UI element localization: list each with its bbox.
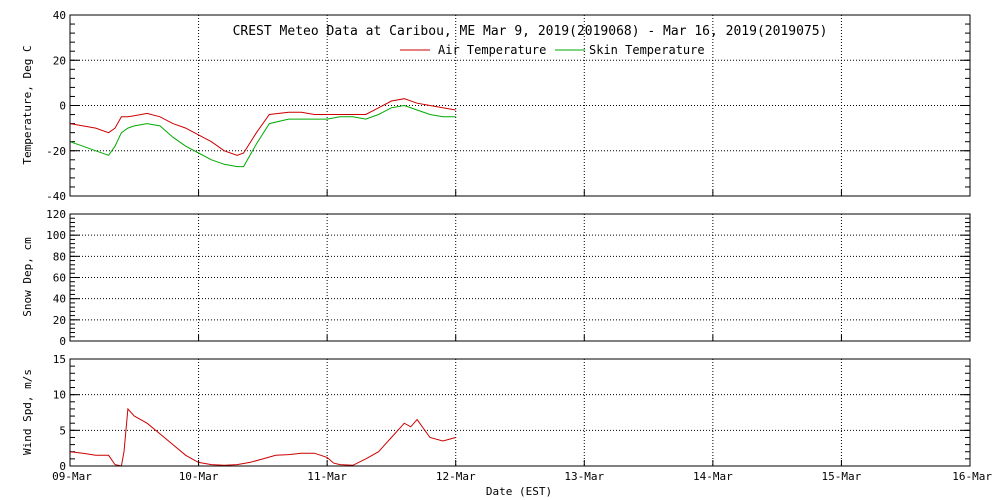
legend-skin-label: Skin Temperature [589, 43, 705, 57]
y-tick-label: 15 [53, 353, 66, 366]
y-axis-label: Snow Dep, cm [21, 237, 34, 317]
y-tick-label: -20 [46, 145, 66, 158]
x-tick-label: 11-Mar [307, 470, 347, 483]
x-axis-label: Date (EST) [486, 485, 552, 498]
y-tick-label: 40 [53, 293, 66, 306]
y-tick-label: -40 [46, 190, 66, 203]
chart-title: CREST Meteo Data at Caribou, ME Mar 9, 2… [233, 24, 828, 39]
x-tick-label: 14-Mar [693, 470, 733, 483]
y-tick-label: 60 [53, 272, 66, 285]
x-tick-label: 10-Mar [179, 470, 219, 483]
y-tick-label: 0 [59, 335, 66, 348]
legend-air-label: Air Temperature [438, 43, 546, 57]
y-tick-label: 0 [59, 460, 66, 473]
series-line-air-temperature [69, 98, 456, 156]
x-tick-label: 12-Mar [436, 470, 476, 483]
y-tick-label: 100 [46, 229, 66, 242]
series-line-wind-speed [69, 407, 456, 467]
x-tick-label: 16-Mar [952, 470, 992, 483]
panel-2: 0 20 40 60 80 100 120 Snow Dep, cm [21, 208, 971, 348]
series-line-skin-temperature [69, 104, 456, 168]
y-tick-label: 120 [46, 208, 66, 221]
legend: Air Temperature Skin Temperature [400, 43, 705, 57]
panel-1: -40 -20 0 20 40 Temperature, Deg C [21, 9, 971, 203]
y-axis-label: Wind Spd, m/s [21, 369, 34, 455]
x-tick-label: 09-Mar [52, 470, 92, 483]
panel-3: 0 5 10 15 Wind Spd, m/s [21, 353, 971, 473]
y-tick-label: 20 [53, 54, 66, 67]
y-tick-label: 0 [59, 100, 66, 113]
y-tick-label: 5 [59, 424, 66, 437]
chart-panels: -40 -20 0 20 40 Temperature, Deg C 0 20 40 60 80 10… [21, 9, 992, 483]
y-tick-label: 10 [53, 389, 66, 402]
y-tick-label: 20 [53, 314, 66, 327]
panel-frame [69, 358, 971, 467]
panel-frame [69, 14, 971, 197]
x-tick-label: 13-Mar [564, 470, 604, 483]
y-tick-label: 40 [53, 9, 66, 22]
y-axis-label: Temperature, Deg C [21, 45, 34, 164]
panel-frame [69, 213, 971, 342]
y-tick-label: 80 [53, 250, 66, 263]
x-tick-label: 15-Mar [822, 470, 862, 483]
